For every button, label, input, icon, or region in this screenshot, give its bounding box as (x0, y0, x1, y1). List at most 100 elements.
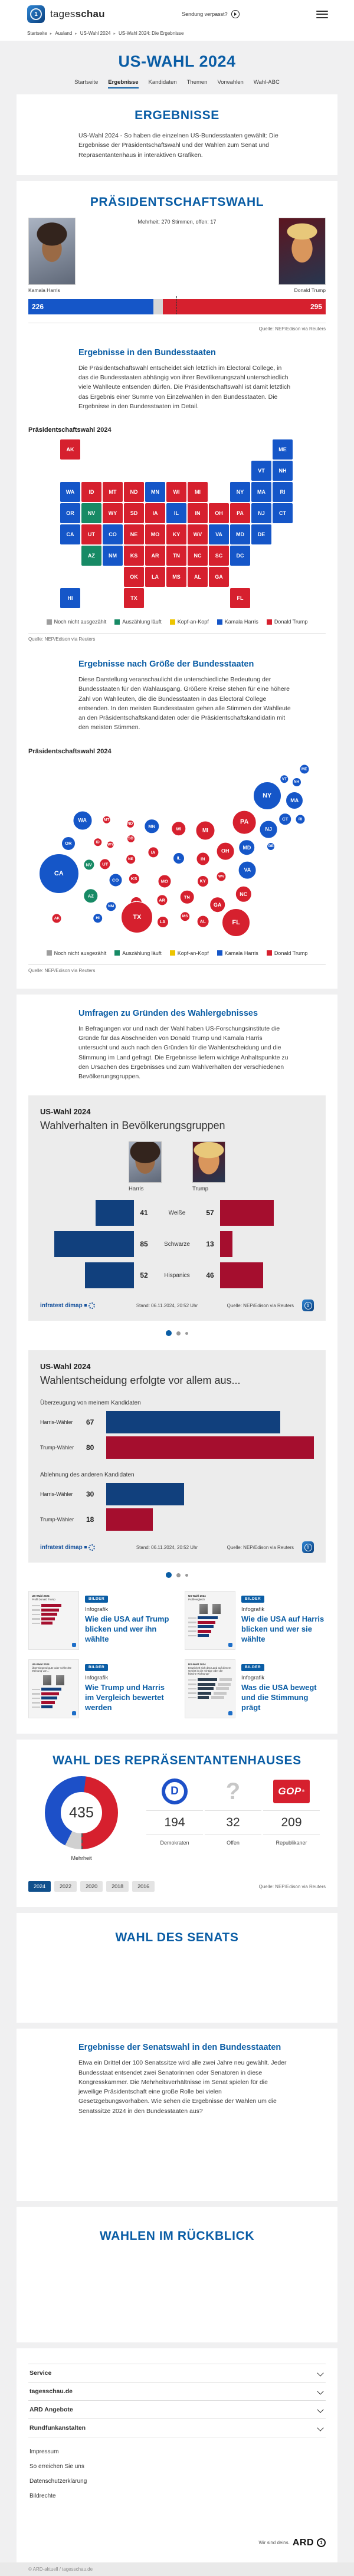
state-bubble-GA[interactable]: GA (209, 896, 226, 913)
state-tile-NH[interactable]: NH (273, 461, 293, 481)
state-tile-TN[interactable]: TN (166, 546, 186, 566)
teaser-link[interactable]: US-Wahl 2024 Profil Donald Trump BILDER Inf… (28, 1591, 169, 1650)
state-tile-FL[interactable]: FL (230, 588, 250, 609)
state-bubble-CA[interactable]: CA (38, 853, 79, 894)
tab-kandidaten[interactable]: Kandidaten (148, 79, 177, 86)
state-tile-OH[interactable]: OH (209, 503, 229, 524)
state-bubble-MT[interactable]: MT (102, 815, 111, 825)
breadcrumb-link[interactable]: Ausland (55, 31, 73, 36)
state-tile-UT[interactable]: UT (81, 524, 101, 545)
carousel-dot[interactable] (185, 1573, 188, 1577)
state-tile-NM[interactable]: NM (103, 546, 123, 566)
state-bubble-WA[interactable]: WA (73, 810, 93, 831)
state-bubble-MO[interactable]: MO (158, 874, 172, 888)
state-tile-WY[interactable]: WY (103, 503, 123, 524)
state-tile-WV[interactable]: WV (188, 524, 208, 545)
state-bubble-IN[interactable]: IN (196, 852, 210, 866)
breadcrumb-link[interactable]: US-Wahl 2024: Die Ergebnisse (119, 31, 184, 36)
tab-startseite[interactable]: Startseite (74, 79, 99, 86)
state-tile-LA[interactable]: LA (145, 567, 165, 588)
state-bubble-ND[interactable]: ND (126, 819, 135, 828)
state-tile-KY[interactable]: KY (166, 524, 186, 545)
footer-link-impressum[interactable]: Impressum (30, 2448, 59, 2455)
state-tile-ID[interactable]: ID (81, 482, 101, 503)
state-tile-NE[interactable]: NE (124, 524, 144, 545)
state-bubble-KY[interactable]: KY (196, 875, 209, 887)
state-tile-RI[interactable]: RI (273, 482, 293, 503)
state-tile-SC[interactable]: SC (209, 546, 229, 566)
brand-wordmark[interactable]: tagesschau (50, 8, 105, 20)
state-bubble-ID[interactable]: ID (93, 838, 103, 847)
state-bubble-WI[interactable]: WI (171, 821, 186, 836)
footer-accordion-service[interactable]: Service (28, 2363, 326, 2382)
state-tile-CT[interactable]: CT (273, 503, 293, 524)
state-tile-IL[interactable]: IL (166, 503, 186, 524)
state-bubble-NY[interactable]: NY (253, 781, 281, 810)
state-tile-NV[interactable]: NV (81, 503, 101, 524)
state-bubble-RI[interactable]: RI (295, 814, 306, 825)
state-bubble-MS[interactable]: MS (179, 911, 191, 922)
teaser-link[interactable]: US-Wahl 2024 Entwickelt sich das Land auf… (185, 1659, 326, 1719)
tagesschau-logo-icon[interactable]: 1 (27, 5, 45, 23)
footer-link-datenschutzerkl-rung[interactable]: Datenschutzerklärung (30, 2477, 87, 2485)
footer-accordion-tagesschau-de[interactable]: tagesschau.de (28, 2381, 326, 2400)
state-tile-TX[interactable]: TX (124, 588, 144, 609)
state-tile-IN[interactable]: IN (188, 503, 208, 524)
state-bubble-VA[interactable]: VA (238, 861, 257, 880)
state-tile-AK[interactable]: AK (60, 439, 80, 460)
state-bubble-ME[interactable]: ME (299, 764, 310, 775)
state-tile-GA[interactable]: GA (209, 567, 229, 588)
carousel-dot[interactable] (166, 1330, 172, 1337)
state-bubble-DE[interactable]: DE (267, 842, 276, 851)
state-bubble-PA[interactable]: PA (232, 810, 257, 835)
state-tile-ME[interactable]: ME (273, 439, 293, 460)
state-tile-PA[interactable]: PA (230, 503, 250, 524)
state-bubble-SD[interactable]: SD (126, 834, 135, 843)
state-bubble-IL[interactable]: IL (172, 852, 185, 864)
tab-vorwahlen[interactable]: Vorwahlen (217, 79, 244, 86)
state-tile-HI[interactable]: HI (60, 588, 80, 609)
state-tile-AZ[interactable]: AZ (81, 546, 101, 566)
state-bubble-NE[interactable]: NE (125, 854, 136, 865)
breadcrumb-link[interactable]: Startseite (27, 31, 47, 36)
state-tile-KS[interactable]: KS (124, 546, 144, 566)
state-bubble-AR[interactable]: AR (156, 894, 168, 906)
state-bubble-MI[interactable]: MI (195, 821, 215, 841)
breadcrumb-link[interactable]: US-Wahl 2024 (80, 31, 111, 36)
state-bubble-AK[interactable]: AK (51, 913, 62, 924)
state-tile-MT[interactable]: MT (103, 482, 123, 503)
teaser-link[interactable]: US-Wahl 2024 Profilvergleich BILDER Infogra… (185, 1591, 326, 1650)
carousel-dot[interactable] (166, 1572, 172, 1579)
state-bubble-LA[interactable]: LA (156, 915, 169, 928)
footer-accordion-ard-angebote[interactable]: ARD Angebote (28, 2400, 326, 2419)
state-tile-VA[interactable]: VA (209, 524, 229, 545)
state-bubble-TN[interactable]: TN (179, 890, 195, 905)
state-tile-OK[interactable]: OK (124, 567, 144, 588)
state-tile-MD[interactable]: MD (230, 524, 250, 545)
state-bubble-AL[interactable]: AL (196, 915, 209, 928)
state-tile-AL[interactable]: AL (188, 567, 208, 588)
state-tile-MN[interactable]: MN (145, 482, 165, 503)
year-chip-2020[interactable]: 2020 (80, 1881, 103, 1892)
footer-accordion-rundfunkanstalten[interactable]: Rundfunkanstalten (28, 2418, 326, 2437)
state-tile-SD[interactable]: SD (124, 503, 144, 524)
state-tile-VT[interactable]: VT (251, 461, 271, 481)
state-tile-MA[interactable]: MA (251, 482, 271, 503)
state-tile-MS[interactable]: MS (166, 567, 186, 588)
state-tile-NJ[interactable]: NJ (251, 503, 271, 524)
state-bubble-AZ[interactable]: AZ (83, 888, 99, 904)
state-bubble-TX[interactable]: TX (121, 901, 153, 933)
carousel-dot[interactable] (176, 1573, 181, 1577)
state-tile-ND[interactable]: ND (124, 482, 144, 503)
state-bubble-OR[interactable]: OR (61, 836, 76, 851)
carousel-dot[interactable] (176, 1331, 181, 1335)
state-bubble-WY[interactable]: WY (106, 841, 114, 849)
tab-themen[interactable]: Themen (186, 79, 208, 86)
menu-icon[interactable] (316, 10, 328, 18)
state-tile-NC[interactable]: NC (188, 546, 208, 566)
state-bubble-CO[interactable]: CO (109, 873, 123, 887)
state-bubble-MA[interactable]: MA (286, 791, 304, 809)
state-tile-CO[interactable]: CO (103, 524, 123, 545)
year-chip-2024[interactable]: 2024 (28, 1881, 51, 1892)
missed-show-link[interactable]: Sendung verpasst? (105, 10, 316, 18)
